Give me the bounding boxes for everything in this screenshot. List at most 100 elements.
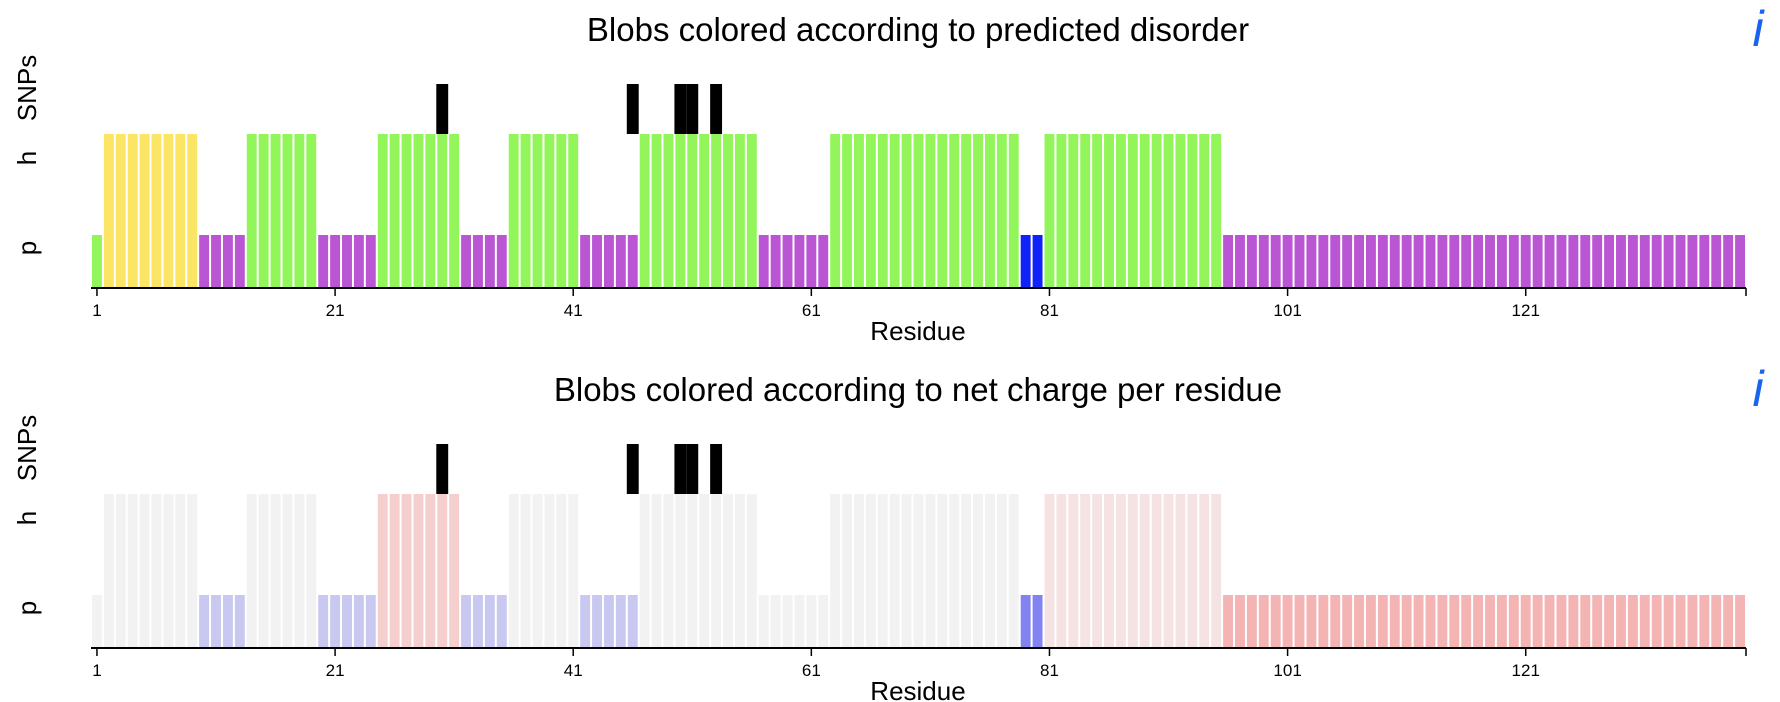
residue-bar	[115, 134, 126, 288]
residue-bar	[377, 494, 388, 648]
residue-bar	[1485, 235, 1495, 288]
residue-bar	[1282, 595, 1293, 648]
snp-marker	[686, 444, 699, 494]
info-icon[interactable]: i	[1752, 1, 1765, 57]
residue-bar	[401, 134, 412, 288]
residue-bar	[1044, 494, 1055, 648]
residue-bar	[1556, 235, 1567, 288]
residue-bar	[1270, 235, 1281, 288]
residue-bar	[758, 595, 769, 648]
residue-bar	[865, 134, 876, 288]
charge-chart: Blobs colored according to net charge pe…	[12, 361, 1765, 702]
residue-bar	[306, 134, 317, 288]
residue-bar	[746, 134, 757, 288]
residue-bar	[1556, 595, 1567, 648]
residue-bar	[1306, 235, 1317, 288]
residue-bar	[973, 494, 983, 648]
x-tick-label: 61	[802, 661, 821, 680]
residue-bar	[1211, 134, 1222, 288]
snp-marker	[674, 444, 687, 494]
residue-bar	[1735, 235, 1745, 288]
snp-marker	[710, 84, 723, 134]
chart-title: Blobs colored according to predicted dis…	[587, 11, 1249, 48]
residue-bar	[1425, 595, 1436, 648]
residue-bar	[1413, 235, 1424, 288]
residue-bar	[1020, 235, 1031, 288]
residue-bar	[1056, 134, 1067, 288]
info-icon[interactable]: i	[1752, 361, 1765, 417]
residue-bar	[1437, 235, 1448, 288]
chart-marks	[92, 84, 1745, 288]
residue-bar	[949, 134, 960, 288]
residue-bar	[615, 595, 626, 648]
residue-bar	[1223, 595, 1234, 648]
x-tick-label: 21	[326, 661, 345, 680]
residue-bar	[1639, 235, 1650, 288]
residue-bar	[1508, 235, 1519, 288]
residue-bar	[1032, 595, 1043, 648]
residue-bar	[842, 494, 853, 648]
residue-bar	[901, 494, 912, 648]
residue-bar	[318, 595, 329, 648]
x-axis: 1 21 41 61 81 101 121	[91, 647, 1747, 680]
residue-bar	[842, 134, 853, 288]
residue-bar	[1020, 595, 1031, 648]
residue-bar	[1354, 595, 1364, 648]
residue-bar	[1723, 595, 1734, 648]
residue-bar	[1675, 595, 1686, 648]
residue-bar	[1604, 595, 1615, 648]
x-tick-label: 121	[1512, 661, 1540, 680]
residue-bar	[1151, 494, 1162, 648]
residue-bar	[592, 595, 602, 648]
residue-bar	[925, 494, 936, 648]
residue-bar	[782, 235, 793, 288]
residue-bar	[151, 134, 162, 288]
residue-bar	[830, 494, 841, 648]
residue-bar	[615, 235, 626, 288]
residue-bar	[1616, 595, 1626, 648]
residue-bar	[1401, 235, 1412, 288]
residue-bar	[1342, 235, 1353, 288]
residue-bar	[568, 134, 579, 288]
residue-bar	[1627, 595, 1638, 648]
residue-bar	[127, 134, 138, 288]
residue-bar	[699, 134, 710, 288]
residue-bar	[1115, 494, 1126, 648]
residue-bar	[1330, 235, 1341, 288]
residue-bar	[473, 235, 483, 288]
snp-marker	[436, 444, 449, 494]
residue-bar	[1532, 595, 1543, 648]
residue-bar	[342, 595, 352, 648]
residue-bar	[854, 494, 864, 648]
residue-bar	[603, 595, 614, 648]
residue-bar	[222, 235, 233, 288]
x-tick-label: 61	[802, 301, 821, 320]
residue-bar	[1354, 235, 1364, 288]
ylabel-h: h	[12, 511, 42, 525]
residue-bar	[1425, 235, 1436, 288]
residue-bar	[425, 494, 436, 648]
residue-bar	[889, 134, 900, 288]
residue-bar	[699, 494, 710, 648]
residue-bar	[1461, 235, 1472, 288]
residue-bar	[365, 235, 376, 288]
residue-bar	[222, 595, 233, 648]
residue-bar	[389, 134, 400, 288]
residue-bar	[1568, 595, 1579, 648]
residue-bar	[294, 134, 305, 288]
residue-bar	[961, 494, 972, 648]
residue-bar	[1365, 595, 1376, 648]
residue-bar	[413, 494, 424, 648]
residue-bar	[1437, 595, 1448, 648]
residue-bar	[1318, 595, 1329, 648]
residue-bar	[1687, 235, 1698, 288]
residue-bar	[651, 134, 662, 288]
residue-bar	[1282, 235, 1293, 288]
residue-bar	[1258, 235, 1269, 288]
residue-bar	[115, 494, 126, 648]
residue-bar	[1592, 235, 1603, 288]
residue-bar	[1699, 235, 1710, 288]
residue-bar	[544, 494, 555, 648]
residue-bar	[1568, 235, 1579, 288]
